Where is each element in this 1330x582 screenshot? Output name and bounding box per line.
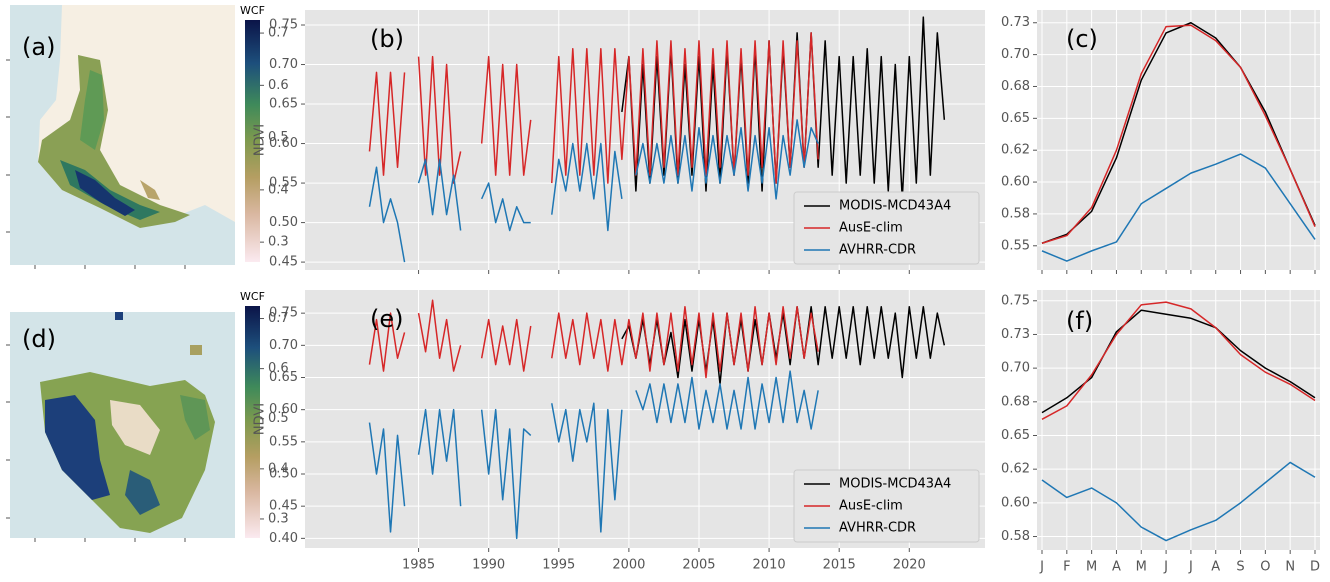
x-tick-label: J [1163,560,1168,575]
x-tick-label: M [1136,560,1147,575]
x-tick-label: A [1112,560,1121,575]
x-tick-label: 1995 [542,558,575,573]
x-tick-label: S [1236,560,1244,575]
colorbar-label: WCF [240,4,265,17]
colorbar-tick-label: 0.5 [268,411,289,426]
panel-label: (f) [1066,307,1093,335]
y-tick-label: 0.60 [1001,495,1030,510]
colorbar-tick-label: 0.4 [268,182,289,197]
colorbar-tick-label: 0.6 [268,78,289,93]
y-tick-label: 0.60 [269,402,298,417]
legend-label: AusE-clim [839,221,903,236]
x-tick-label: 1990 [472,558,505,573]
x-tick-label: 2000 [612,558,645,573]
legend-box [793,469,980,543]
colorbar-tick-label: 0.3 [268,511,289,526]
legend-label: MODIS-MCD43A4 [839,477,951,492]
series-line [1041,461,1316,542]
y-tick-label: 0.70 [269,338,298,353]
map-a [6,5,235,269]
legend-label: AVHRR-CDR [839,521,916,536]
y-tick-label: 0.65 [1001,428,1030,443]
y-tick-label: 0.73 [1001,327,1030,342]
y-tick-label: 0.55 [269,434,298,449]
y-tick-label: 0.50 [269,467,298,482]
legend-label: AusE-clim [839,499,903,514]
x-tick-label: O [1260,560,1270,575]
y-tick-label: 0.75 [269,306,298,321]
series-line [368,119,819,263]
x-tick-label: D [1310,560,1320,575]
series-line [368,370,819,540]
y-axis-label: NDVI [253,403,268,435]
plot-background [1037,290,1320,550]
plot-background [1037,10,1320,270]
panel-label: (e) [370,305,404,333]
legend-box [793,191,980,265]
map-d [6,312,235,542]
x-tick-label: A [1211,560,1220,575]
series-line [1041,301,1316,420]
colorbar [245,306,260,538]
y-tick-label: 0.58 [1001,529,1030,544]
y-tick-label: 0.50 [269,215,298,230]
series-line [621,305,946,385]
y-tick-label: 0.68 [1001,79,1030,94]
colorbar-tick-label: 0.4 [268,461,289,476]
x-tick-label: N [1285,560,1295,575]
series-line [368,32,819,184]
series-line [368,299,819,379]
colorbar-tick-label: 0.6 [268,361,289,376]
series-line [1041,22,1316,244]
y-tick-label: 0.70 [1001,361,1030,376]
panel-label: (d) [22,325,56,353]
colorbar-tick-label: 0.3 [268,235,289,250]
y-tick-label: 0.75 [1001,293,1030,308]
colorbar [245,20,260,262]
y-tick-label: 0.65 [269,370,298,385]
x-tick-label: 2015 [823,558,856,573]
x-tick-label: F [1063,560,1070,575]
colorbar-tick-label: 0.7 [268,26,289,41]
panel-label: (c) [1066,25,1098,53]
legend-label: MODIS-MCD43A4 [839,199,951,214]
y-axis-label: NDVI [253,124,268,156]
y-tick-label: 0.65 [1001,111,1030,126]
colorbar-tick-label: 0.5 [268,130,289,145]
y-tick-label: 0.73 [1001,15,1030,30]
x-tick-label: 2010 [753,558,786,573]
y-tick-label: 0.65 [269,97,298,112]
y-tick-label: 0.75 [269,18,298,33]
colorbar-label: WCF [240,290,265,303]
y-tick-label: 0.62 [1001,143,1030,158]
x-tick-label: 2005 [682,558,715,573]
series-line [1041,24,1316,244]
x-tick-label: 1985 [402,558,435,573]
y-tick-label: 0.70 [269,57,298,72]
panel-label: (b) [370,25,404,53]
y-tick-label: 0.45 [269,255,298,270]
y-tick-label: 0.70 [1001,47,1030,62]
y-tick-label: 0.60 [1001,175,1030,190]
y-tick-label: 0.40 [269,531,298,546]
y-tick-label: 0.62 [1001,462,1030,477]
y-tick-label: 0.55 [269,176,298,191]
x-tick-label: J [1188,560,1193,575]
y-tick-label: 0.68 [1001,394,1030,409]
x-tick-label: 2020 [893,558,926,573]
y-tick-label: 0.58 [1001,206,1030,221]
series-line [1041,153,1316,262]
colorbar-tick-label: 0.7 [268,311,289,326]
y-tick-label: 0.55 [1001,238,1030,253]
y-tick-label: 0.45 [269,499,298,514]
x-tick-label: J [1039,560,1044,575]
legend-label: AVHRR-CDR [839,243,916,258]
x-tick-label: M [1086,560,1097,575]
y-tick-label: 0.60 [269,136,298,151]
panel-label: (a) [22,33,55,61]
